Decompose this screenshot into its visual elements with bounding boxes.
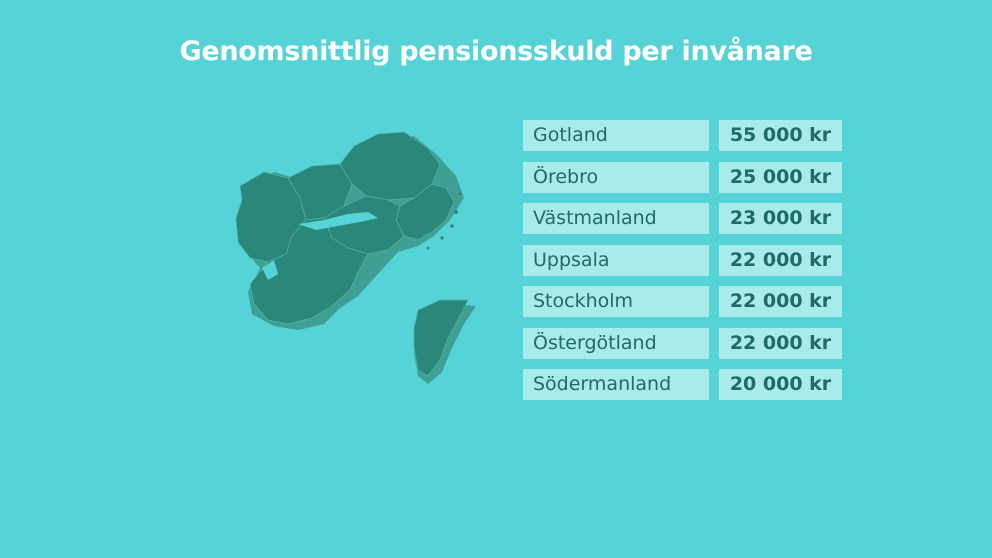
chart-title: Genomsnittlig pensionsskuld per invånare: [179, 36, 813, 67]
value-label: 20 000 kr: [719, 369, 842, 400]
value-label: 55 000 kr: [719, 120, 842, 151]
table-row: Uppsala 22 000 kr: [523, 244, 843, 276]
data-table: Gotland 55 000 kr Örebro 25 000 kr Västm…: [523, 120, 843, 411]
map-regions: [235, 131, 469, 377]
region-map: [235, 131, 476, 384]
value-label: 22 000 kr: [719, 327, 842, 359]
table-row: Västmanland 23 000 kr: [523, 203, 843, 234]
region-label: Gotland: [523, 120, 709, 151]
map-lakes: [262, 212, 378, 280]
value-label: 23 000 kr: [719, 203, 842, 234]
table-row: Östergötland 22 000 kr: [523, 327, 843, 359]
region-label: Östergötland: [523, 327, 709, 359]
value-label: 22 000 kr: [719, 286, 842, 317]
region-label: Uppsala: [523, 244, 709, 276]
value-label: 25 000 kr: [719, 161, 842, 193]
region-label: Stockholm: [523, 286, 709, 317]
value-label: 22 000 kr: [719, 244, 842, 276]
region-shape-ostergotland: [249, 217, 369, 325]
table-row: Örebro 25 000 kr: [523, 161, 843, 193]
table-row: Södermanland 20 000 kr: [523, 369, 843, 400]
region-shape-gotland: [413, 299, 469, 377]
region-label: Örebro: [523, 161, 709, 193]
region-label: Västmanland: [523, 203, 709, 234]
table-row: Stockholm 22 000 kr: [523, 286, 843, 317]
map-coast-islands: [426, 192, 462, 250]
region-shape-uppsala: [339, 131, 441, 201]
region-label: Södermanland: [523, 369, 709, 400]
table-row: Gotland 55 000 kr: [523, 120, 843, 151]
